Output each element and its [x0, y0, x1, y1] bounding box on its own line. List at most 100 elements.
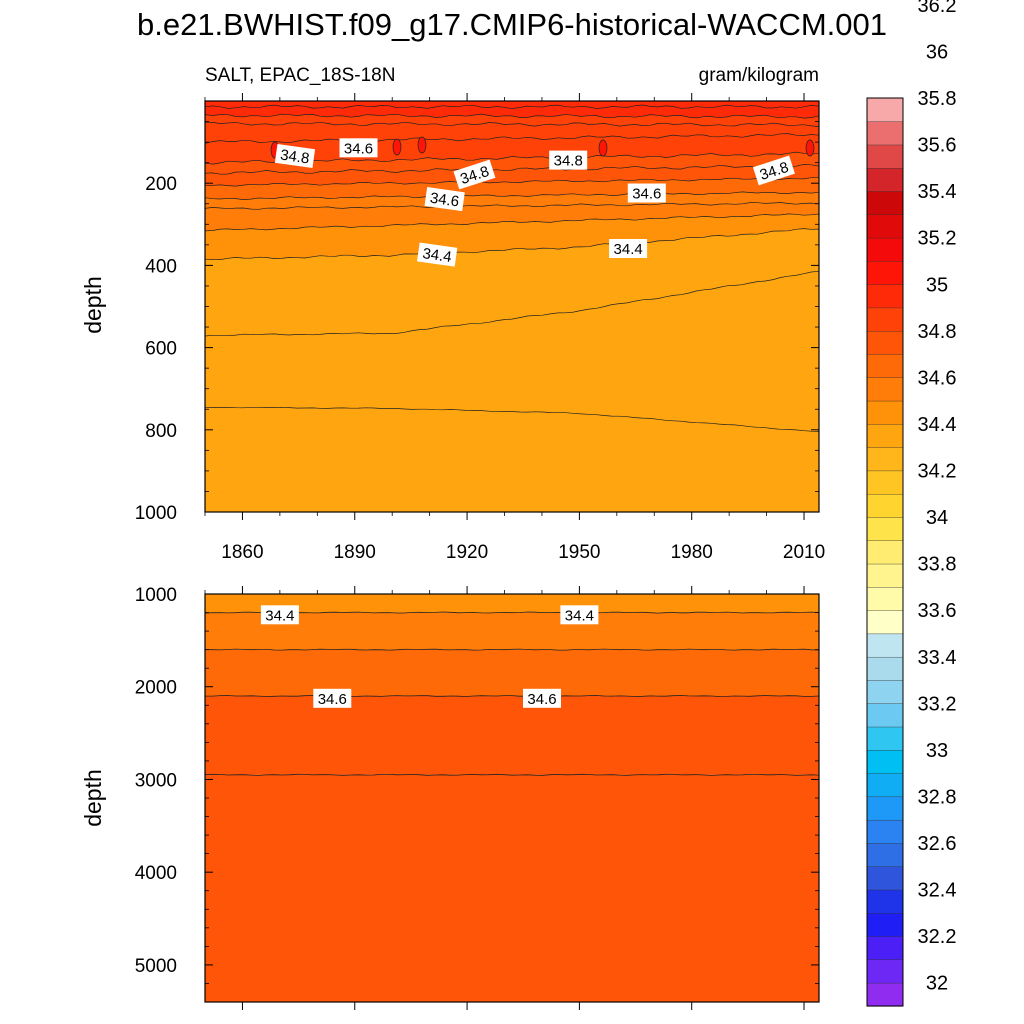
colorbar-swatch — [866, 563, 904, 588]
contour-value-label: 34.6 — [424, 187, 465, 212]
colorbar-swatch — [866, 703, 904, 728]
contour-line — [204, 191, 820, 200]
y-tick-label: 800 — [145, 421, 177, 442]
contour-label-text: 34.6 — [527, 691, 556, 708]
contour-line — [204, 648, 820, 651]
x-tick-label: 1860 — [221, 542, 263, 563]
colorbar-swatch — [866, 656, 904, 681]
left-subtitle: SALT, EPAC_18S-18N — [205, 65, 395, 86]
contour-line — [204, 113, 820, 119]
contour-fill-band — [205, 774, 819, 1002]
contour-label-text: 34.8 — [279, 147, 310, 168]
colorbar-label: 33.4 — [918, 647, 957, 669]
colorbar-swatch — [866, 586, 904, 611]
chart-title: b.e21.BWHIST.f09_g17.CMIP6-historical-WA… — [137, 7, 887, 42]
colorbar-swatch — [866, 819, 904, 844]
contour-value-label: 34.6 — [523, 688, 561, 708]
salinity-maximum-patch — [417, 136, 427, 154]
colorbar-swatch — [866, 842, 904, 867]
colorbar-frame — [866, 97, 904, 1007]
contour-value-label: 34.8 — [274, 143, 316, 169]
colorbar-swatch — [866, 749, 904, 774]
colorbar-label: 33.6 — [918, 600, 957, 622]
y-tick-label: 5000 — [135, 956, 177, 977]
contour-label-bg — [260, 605, 299, 625]
colorbar-swatch — [866, 377, 904, 402]
y-tick-label: 600 — [145, 339, 177, 360]
salinity-maximum-patch — [805, 139, 815, 157]
contour-label-text: 34.6 — [429, 190, 460, 211]
colorbar-label: 32 — [926, 973, 948, 995]
contour-fill-band — [205, 101, 819, 109]
colorbar-label: 32.2 — [918, 926, 957, 948]
right-subtitle: gram/kilogram — [699, 65, 819, 86]
colorbar-swatch — [866, 214, 904, 239]
colorbar-swatch — [866, 260, 904, 285]
colorbar-swatch — [866, 959, 904, 984]
colorbar-swatch — [866, 679, 904, 704]
colorbar-label: 34.2 — [918, 461, 957, 483]
x-tick-label: 1980 — [671, 542, 713, 563]
colorbar-swatch — [866, 889, 904, 914]
contour-line — [204, 213, 820, 232]
contour-line — [204, 270, 820, 337]
contour-label-bg — [313, 688, 352, 708]
colorbar-swatch — [866, 167, 904, 192]
colorbar-swatch — [866, 423, 904, 448]
colorbar-label: 35.6 — [918, 135, 957, 157]
contour-label-bg — [560, 605, 599, 625]
contour-label-text: 34.4 — [613, 241, 642, 258]
contour-value-label: 34.8 — [549, 150, 588, 170]
contour-label-bg — [424, 187, 465, 212]
colorbar-label: 34.6 — [918, 367, 957, 389]
contour-label-bg — [609, 239, 648, 258]
contour-label-text: 34.4 — [421, 245, 452, 266]
contour-value-label: 34.6 — [313, 688, 352, 708]
contour-value-label: 34.4 — [260, 605, 299, 625]
contour-line — [204, 611, 820, 614]
colorbar-swatch — [866, 190, 904, 216]
x-tick-label: 1920 — [446, 542, 488, 563]
colorbar-swatch — [866, 330, 904, 355]
contour-label-bg — [752, 155, 795, 186]
contour-fill-band — [205, 612, 819, 650]
contour-line — [205, 695, 820, 697]
salinity-maximum-patch — [598, 139, 608, 157]
colorbar-swatch — [866, 447, 904, 472]
x-tick-label: 1950 — [558, 542, 600, 563]
colorbar-label: 32.6 — [918, 833, 957, 855]
colorbar-swatch — [866, 726, 904, 751]
contour-line — [204, 176, 820, 187]
colorbar-label: 35.8 — [918, 88, 957, 110]
colorbar-label: 36 — [926, 41, 948, 63]
contour-fill-band — [205, 594, 819, 613]
colorbar-label: 32.8 — [918, 787, 957, 809]
contour-line — [204, 228, 820, 260]
contour-label-text: 34.4 — [265, 607, 294, 624]
contour-line — [204, 773, 820, 776]
contour-label-bg — [453, 159, 496, 190]
contour-line — [204, 164, 820, 175]
contour-label-text: 34.6 — [632, 186, 661, 203]
colorbar-swatch — [866, 470, 904, 495]
colorbar-swatch — [866, 121, 904, 146]
colorbar-swatch — [866, 866, 904, 891]
contour-label-bg — [417, 242, 458, 267]
contour-label-bg — [523, 688, 561, 708]
y-tick-label: 400 — [145, 256, 177, 277]
colorbar-label: 32.4 — [918, 880, 957, 902]
contour-value-label: 34.4 — [609, 239, 648, 258]
colorbar-swatch — [866, 307, 904, 332]
colorbar-swatch — [866, 540, 904, 565]
contour-line — [204, 406, 820, 432]
y-tick-label: 1000 — [135, 503, 177, 524]
y-tick-label: 4000 — [135, 863, 177, 884]
colorbar-swatch — [866, 982, 904, 1007]
colorbar-swatch — [866, 493, 904, 518]
contour-value-label: 34.6 — [627, 183, 666, 203]
contour-label-text: 34.4 — [565, 607, 594, 624]
lower-ylabel: depth — [80, 769, 106, 827]
contour-label-text: 34.6 — [318, 691, 347, 708]
colorbar-label: 36.2 — [918, 0, 957, 17]
